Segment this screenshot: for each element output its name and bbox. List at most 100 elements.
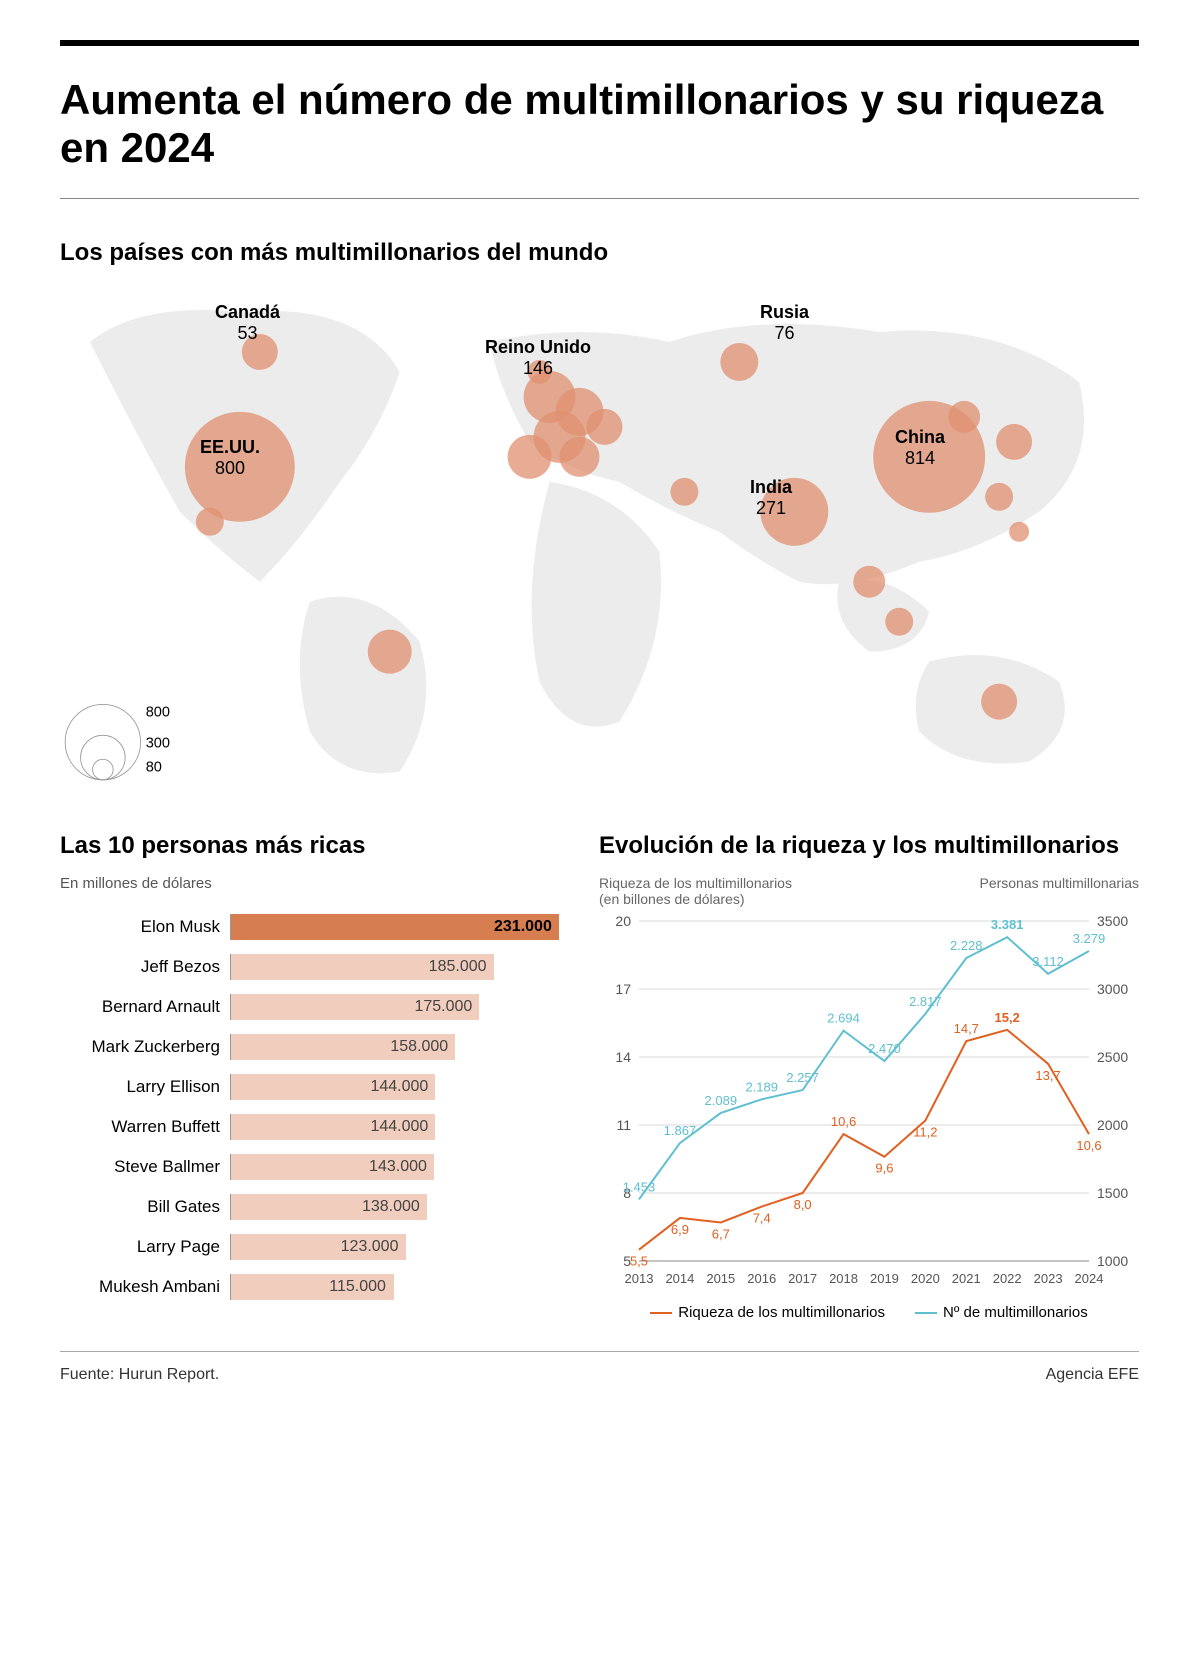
- bar-name: Mark Zuckerberg: [60, 1037, 230, 1057]
- svg-text:10,6: 10,6: [831, 1114, 856, 1129]
- legend-wealth: Riqueza de los multimillonarios: [678, 1304, 885, 1321]
- svg-text:2015: 2015: [706, 1271, 735, 1286]
- svg-text:2.257: 2.257: [786, 1070, 819, 1085]
- evolution-title: Evolución de la riqueza y los multimillo…: [599, 832, 1139, 860]
- svg-text:8,0: 8,0: [794, 1197, 812, 1212]
- thin-rule: [60, 198, 1139, 199]
- line-legend: Riqueza de los multimillonarios Nº de mu…: [599, 1304, 1139, 1321]
- bar-name: Larry Ellison: [60, 1077, 230, 1097]
- svg-text:2.470: 2.470: [868, 1041, 901, 1056]
- bar-name: Steve Ballmer: [60, 1157, 230, 1177]
- svg-text:5,5: 5,5: [630, 1253, 648, 1268]
- bar-value: 144.000: [370, 1118, 428, 1136]
- svg-text:1.867: 1.867: [664, 1123, 697, 1138]
- world-map: Canadá53EE.UU.800Reino Unido146Rusia76In…: [60, 282, 1139, 802]
- top-rule: [60, 40, 1139, 46]
- svg-text:2017: 2017: [788, 1271, 817, 1286]
- map-svg: [60, 282, 1139, 802]
- bar-name: Warren Buffett: [60, 1117, 230, 1137]
- source-text: Fuente: Hurun Report.: [60, 1366, 219, 1384]
- bar-row: Larry Ellison 144.000: [60, 1070, 559, 1104]
- country-label: China814: [895, 427, 945, 469]
- bar-value: 158.000: [390, 1038, 448, 1056]
- svg-text:2013: 2013: [625, 1271, 654, 1286]
- svg-text:3.279: 3.279: [1073, 931, 1106, 946]
- svg-text:20: 20: [615, 913, 631, 929]
- bar-row: Elon Musk 231.000: [60, 910, 559, 944]
- svg-text:2018: 2018: [829, 1271, 858, 1286]
- svg-text:2022: 2022: [993, 1271, 1022, 1286]
- svg-text:2024: 2024: [1075, 1271, 1104, 1286]
- bar-value: 144.000: [370, 1078, 428, 1096]
- bar-value: 143.000: [369, 1158, 427, 1176]
- svg-text:2020: 2020: [911, 1271, 940, 1286]
- svg-text:9,6: 9,6: [875, 1160, 893, 1175]
- left-axis-title: Riqueza de los multimillonarios(en billo…: [599, 875, 792, 907]
- svg-text:3500: 3500: [1097, 913, 1128, 929]
- svg-text:2000: 2000: [1097, 1117, 1128, 1133]
- svg-text:1000: 1000: [1097, 1253, 1128, 1269]
- svg-text:2500: 2500: [1097, 1049, 1128, 1065]
- svg-text:300: 300: [146, 735, 170, 751]
- top10-panel: Las 10 personas más ricas En millones de…: [60, 832, 559, 1321]
- legend-count: Nº de multimillonarios: [943, 1304, 1088, 1321]
- svg-text:800: 800: [146, 704, 170, 720]
- top10-subtitle: En millones de dólares: [60, 875, 559, 892]
- bar-row: Bill Gates 138.000: [60, 1190, 559, 1224]
- bar-value: 175.000: [414, 998, 472, 1016]
- bar-row: Mark Zuckerberg 158.000: [60, 1030, 559, 1064]
- country-label: Canadá53: [215, 302, 280, 344]
- svg-text:2014: 2014: [665, 1271, 694, 1286]
- svg-text:10,6: 10,6: [1076, 1138, 1101, 1153]
- bar-row: Warren Buffett 144.000: [60, 1110, 559, 1144]
- bar-row: Larry Page 123.000: [60, 1230, 559, 1264]
- bar-row: Jeff Bezos 185.000: [60, 950, 559, 984]
- bar-value: 231.000: [494, 918, 552, 936]
- page-title: Aumenta el número de multimillonarios y …: [60, 76, 1139, 173]
- svg-text:1500: 1500: [1097, 1185, 1128, 1201]
- country-label: Rusia76: [760, 302, 809, 344]
- svg-text:1.453: 1.453: [623, 1179, 656, 1194]
- svg-text:7,4: 7,4: [753, 1210, 771, 1225]
- svg-text:2.694: 2.694: [827, 1010, 860, 1025]
- bar-value: 115.000: [329, 1278, 386, 1296]
- top10-title: Las 10 personas más ricas: [60, 832, 559, 860]
- bar-name: Bernard Arnault: [60, 997, 230, 1017]
- svg-text:3000: 3000: [1097, 981, 1128, 997]
- agency-text: Agencia EFE: [1046, 1366, 1139, 1384]
- svg-text:2.817: 2.817: [909, 993, 942, 1008]
- svg-text:3.381: 3.381: [991, 917, 1024, 932]
- bar-name: Bill Gates: [60, 1197, 230, 1217]
- bar-value: 138.000: [362, 1198, 420, 1216]
- svg-text:2021: 2021: [952, 1271, 981, 1286]
- bar-name: Elon Musk: [60, 917, 230, 937]
- bar-row: Steve Ballmer 143.000: [60, 1150, 559, 1184]
- svg-text:14,7: 14,7: [954, 1021, 979, 1036]
- country-label: EE.UU.800: [200, 437, 260, 479]
- svg-text:80: 80: [146, 759, 162, 775]
- svg-text:13,7: 13,7: [1035, 1067, 1060, 1082]
- bar-row: Mukesh Ambani 115.000: [60, 1270, 559, 1304]
- map-title: Los países con más multimillonarios del …: [60, 239, 1139, 267]
- right-axis-title: Personas multimillonarias: [979, 875, 1139, 907]
- bar-name: Larry Page: [60, 1237, 230, 1257]
- svg-text:6,9: 6,9: [671, 1222, 689, 1237]
- svg-text:15,2: 15,2: [995, 1009, 1020, 1024]
- svg-text:2023: 2023: [1034, 1271, 1063, 1286]
- line-chart: 5811141720100015002000250030003500201320…: [599, 911, 1139, 1291]
- svg-text:2.189: 2.189: [745, 1079, 778, 1094]
- bar-value: 185.000: [429, 958, 487, 976]
- evolution-panel: Evolución de la riqueza y los multimillo…: [599, 832, 1139, 1321]
- svg-text:3.112: 3.112: [1032, 953, 1064, 968]
- svg-text:14: 14: [615, 1049, 631, 1065]
- svg-text:6,7: 6,7: [712, 1226, 730, 1241]
- svg-text:2019: 2019: [870, 1271, 899, 1286]
- bar-row: Bernard Arnault 175.000: [60, 990, 559, 1024]
- bar-value: 123.000: [341, 1238, 399, 1256]
- bar-name: Mukesh Ambani: [60, 1277, 230, 1297]
- svg-text:11,2: 11,2: [913, 1124, 937, 1139]
- svg-text:2.089: 2.089: [705, 1092, 738, 1107]
- bar-name: Jeff Bezos: [60, 957, 230, 977]
- country-label: India271: [750, 477, 792, 519]
- svg-text:2016: 2016: [747, 1271, 776, 1286]
